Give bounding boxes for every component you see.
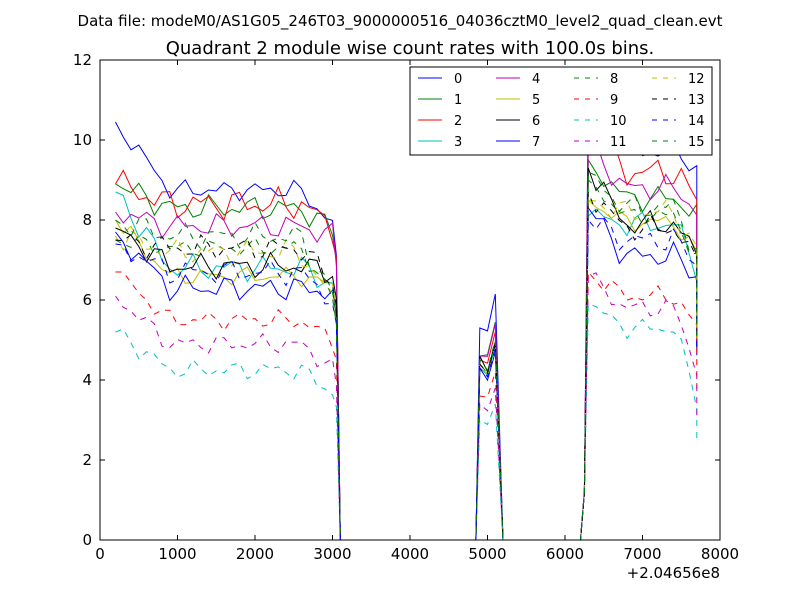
data-file-supertitle: Data file: modeM0/AS1G05_246T03_90000005… bbox=[78, 12, 723, 31]
legend-label: 14 bbox=[688, 114, 705, 129]
x-tick-label: 8000 bbox=[701, 545, 739, 563]
y-tick-label: 12 bbox=[73, 51, 92, 69]
legend-label: 1 bbox=[454, 93, 462, 108]
y-tick-label: 6 bbox=[82, 291, 92, 309]
legend-label: 9 bbox=[610, 93, 618, 108]
series-line-15 bbox=[115, 171, 698, 541]
y-tick-label: 2 bbox=[82, 451, 92, 469]
legend-label: 12 bbox=[688, 72, 705, 87]
series-line-7 bbox=[115, 206, 698, 541]
legend-frame bbox=[409, 66, 713, 156]
legend-label: 4 bbox=[532, 72, 540, 87]
series-line-14 bbox=[115, 216, 698, 541]
x-tick-label: 6000 bbox=[546, 545, 584, 563]
y-tick-label: 8 bbox=[82, 211, 92, 229]
legend-label: 8 bbox=[610, 72, 618, 87]
axis-ticks: 0 1000 2000 3000 4000 5000 6000 7000 80000246810… bbox=[73, 51, 739, 563]
chart-title: Quadrant 2 module wise count rates with … bbox=[166, 38, 655, 59]
x-tick-label: 5000 bbox=[468, 545, 506, 563]
series-line-13 bbox=[115, 191, 698, 541]
legend-label: 0 bbox=[454, 72, 462, 87]
y-tick-label: 4 bbox=[82, 371, 92, 389]
series-layer bbox=[115, 96, 698, 541]
legend-label: 13 bbox=[688, 93, 705, 108]
series-line-2 bbox=[115, 123, 698, 541]
series-line-3 bbox=[115, 191, 698, 541]
series-line-11 bbox=[115, 272, 698, 541]
legend-label: 10 bbox=[610, 114, 627, 129]
legend-label: 11 bbox=[610, 135, 627, 150]
x-offset-label: +2.04656e8 bbox=[627, 564, 720, 582]
series-line-4 bbox=[115, 140, 698, 541]
series-line-9 bbox=[115, 270, 698, 541]
legend-label: 5 bbox=[532, 93, 540, 108]
x-tick-label: 2000 bbox=[236, 545, 274, 563]
legend-label: 6 bbox=[532, 114, 540, 129]
y-tick-label: 0 bbox=[82, 531, 92, 549]
x-tick-label: 7000 bbox=[623, 545, 661, 563]
legend-label: 15 bbox=[688, 135, 705, 150]
x-tick-label: 0 bbox=[95, 545, 105, 563]
x-tick-label: 1000 bbox=[158, 545, 196, 563]
legend-label: 7 bbox=[532, 135, 540, 150]
series-line-12 bbox=[115, 199, 698, 541]
x-tick-label: 3000 bbox=[313, 545, 351, 563]
series-line-6 bbox=[115, 167, 698, 541]
legend-label: 2 bbox=[454, 114, 462, 129]
x-tick-label: 4000 bbox=[391, 545, 429, 563]
series-line-5 bbox=[115, 198, 698, 541]
series-line-10 bbox=[115, 303, 698, 541]
y-tick-label: 10 bbox=[73, 131, 92, 149]
series-line-8 bbox=[115, 178, 698, 541]
legend-label: 3 bbox=[454, 135, 462, 150]
